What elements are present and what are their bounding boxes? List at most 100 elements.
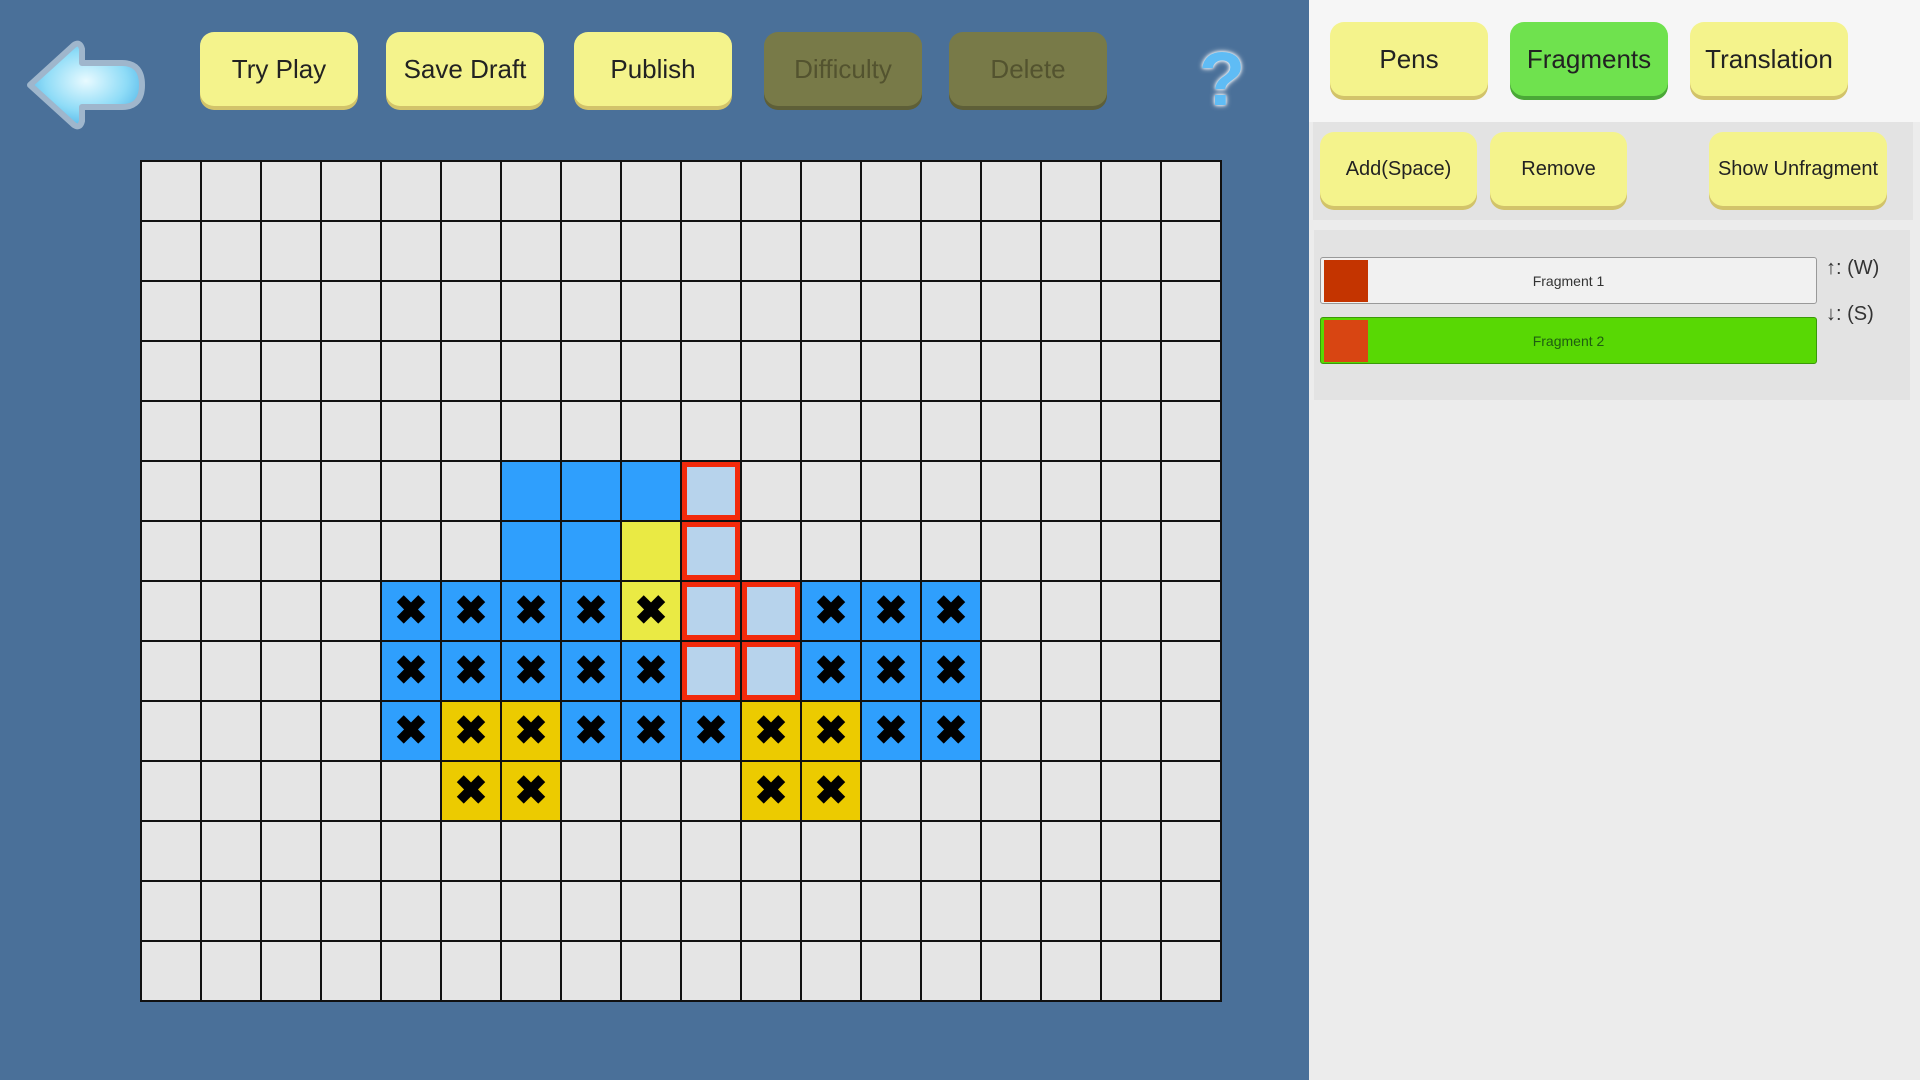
grid-cell[interactable] <box>622 282 682 342</box>
grid-cell[interactable] <box>262 402 322 462</box>
grid-cell[interactable] <box>1102 402 1162 462</box>
grid-cell[interactable] <box>982 822 1042 882</box>
grid-cell[interactable] <box>1162 342 1222 402</box>
grid-cell[interactable] <box>862 342 922 402</box>
grid-cell[interactable] <box>322 642 382 702</box>
back-arrow-icon[interactable] <box>22 37 147 133</box>
grid-cell[interactable] <box>1162 282 1222 342</box>
grid-cell[interactable] <box>562 162 622 222</box>
grid-cell[interactable] <box>382 942 442 1002</box>
grid-cell[interactable] <box>382 282 442 342</box>
grid-cell[interactable] <box>262 762 322 822</box>
tab-fragments[interactable]: Fragments <box>1510 22 1668 96</box>
grid-cell[interactable] <box>862 462 922 522</box>
grid-cell[interactable] <box>322 942 382 1002</box>
grid-cell[interactable] <box>1162 462 1222 522</box>
grid-cell[interactable] <box>1042 342 1102 402</box>
grid-cell[interactable] <box>502 522 562 582</box>
grid-cell[interactable] <box>742 822 802 882</box>
grid-cell[interactable]: ✖ <box>862 702 922 762</box>
grid-cell[interactable] <box>1162 822 1222 882</box>
grid-cell[interactable] <box>1162 222 1222 282</box>
grid-cell[interactable] <box>142 822 202 882</box>
grid-cell[interactable]: ✖ <box>682 702 742 762</box>
grid-cell[interactable] <box>802 402 862 462</box>
grid-cell[interactable] <box>982 942 1042 1002</box>
grid-cell[interactable] <box>742 162 802 222</box>
grid-cell[interactable] <box>742 282 802 342</box>
grid-cell[interactable] <box>862 822 922 882</box>
grid-cell[interactable] <box>1102 162 1162 222</box>
grid-cell[interactable]: ✖ <box>442 642 502 702</box>
grid-cell-fragment[interactable] <box>682 522 742 582</box>
grid-cell[interactable] <box>142 522 202 582</box>
grid-cell[interactable] <box>1042 222 1102 282</box>
grid-cell[interactable] <box>442 942 502 1002</box>
grid-cell[interactable] <box>502 342 562 402</box>
grid-cell[interactable] <box>442 402 502 462</box>
grid-cell[interactable] <box>142 402 202 462</box>
grid-cell[interactable] <box>142 942 202 1002</box>
grid-cell[interactable] <box>1102 942 1162 1002</box>
grid-cell[interactable] <box>442 882 502 942</box>
grid-cell[interactable] <box>982 582 1042 642</box>
grid-cell[interactable] <box>1042 402 1102 462</box>
grid-cell-fragment[interactable] <box>742 642 802 702</box>
grid-cell[interactable] <box>562 462 622 522</box>
grid-cell[interactable]: ✖ <box>562 582 622 642</box>
grid-cell[interactable] <box>562 522 622 582</box>
grid-cell[interactable] <box>382 342 442 402</box>
grid-cell[interactable] <box>202 522 262 582</box>
grid-cell[interactable] <box>742 462 802 522</box>
grid-cell[interactable] <box>682 822 742 882</box>
grid-cell[interactable] <box>382 882 442 942</box>
grid-cell[interactable] <box>862 282 922 342</box>
grid-cell[interactable] <box>622 162 682 222</box>
grid-cell[interactable] <box>982 162 1042 222</box>
grid-cell[interactable] <box>382 822 442 882</box>
grid-cell[interactable] <box>442 822 502 882</box>
grid-cell[interactable] <box>1042 882 1102 942</box>
grid-cell[interactable] <box>142 582 202 642</box>
grid-cell-fragment[interactable] <box>742 582 802 642</box>
grid-cell[interactable] <box>1162 762 1222 822</box>
grid-cell[interactable] <box>322 762 382 822</box>
grid-cell[interactable]: ✖ <box>382 702 442 762</box>
grid-cell[interactable] <box>202 882 262 942</box>
grid-cell[interactable] <box>142 222 202 282</box>
grid-cell[interactable] <box>202 642 262 702</box>
grid-cell[interactable] <box>202 762 262 822</box>
grid-cell[interactable] <box>922 342 982 402</box>
grid-cell[interactable] <box>982 702 1042 762</box>
grid-cell[interactable] <box>982 462 1042 522</box>
grid-cell[interactable] <box>262 342 322 402</box>
grid-cell[interactable] <box>1042 582 1102 642</box>
grid-cell[interactable] <box>322 222 382 282</box>
grid-cell[interactable] <box>262 822 322 882</box>
try-play-button[interactable]: Try Play <box>200 32 358 106</box>
grid-cell[interactable] <box>742 402 802 462</box>
grid-cell[interactable] <box>742 942 802 1002</box>
grid-cell[interactable] <box>142 642 202 702</box>
grid-cell[interactable] <box>502 462 562 522</box>
grid-cell[interactable] <box>142 162 202 222</box>
grid-cell[interactable] <box>502 882 562 942</box>
grid-cell[interactable] <box>682 882 742 942</box>
grid-cell[interactable] <box>1042 642 1102 702</box>
grid-cell[interactable] <box>1042 462 1102 522</box>
grid-cell[interactable] <box>982 282 1042 342</box>
grid-cell[interactable] <box>922 882 982 942</box>
grid-cell[interactable] <box>382 162 442 222</box>
grid-cell[interactable] <box>1042 702 1102 762</box>
grid-cell[interactable] <box>1102 522 1162 582</box>
tab-translation[interactable]: Translation <box>1690 22 1848 96</box>
grid-cell[interactable] <box>1162 882 1222 942</box>
grid-cell[interactable]: ✖ <box>502 642 562 702</box>
grid-cell[interactable] <box>142 462 202 522</box>
grid-cell[interactable] <box>622 942 682 1002</box>
grid-cell[interactable] <box>322 462 382 522</box>
grid-cell[interactable] <box>862 522 922 582</box>
grid-cell[interactable] <box>202 222 262 282</box>
grid-cell[interactable] <box>202 402 262 462</box>
grid-cell[interactable] <box>742 342 802 402</box>
